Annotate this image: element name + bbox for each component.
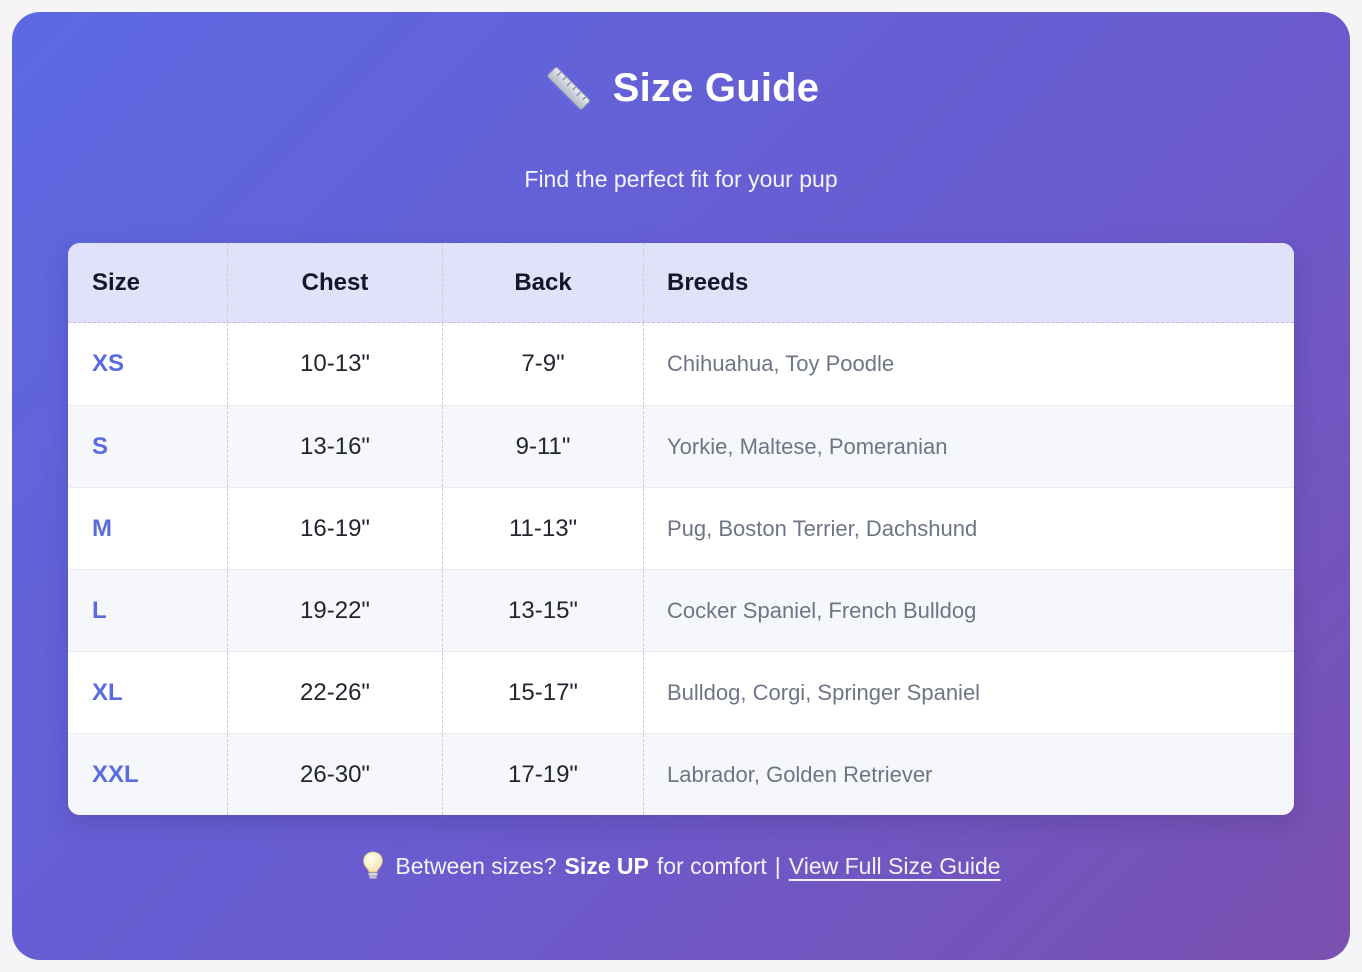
chest-value: 19-22" [300,596,370,624]
size-guide-card: Size Guide Find the perfect fit for your… [12,12,1350,960]
column-header-chest: Chest [227,243,442,322]
column-header-size: Size [92,268,141,296]
breeds-value: Labrador, Golden Retriever [667,761,933,787]
column-header-breeds: Breeds [643,243,1294,322]
title-row: Size Guide [12,62,1350,114]
lightbulb-icon [361,851,385,881]
table-row-xl: XL 22-26" 15-17" Bulldog, Corgi, Springe… [68,651,1294,733]
footer-note: Between sizes? Size UP for comfort | Vie… [12,851,1350,881]
chest-value: 13-16" [300,432,370,460]
footer-text-suffix: for comfort [656,852,767,879]
back-value: 13-15" [508,596,578,624]
table-row-xxl: XXL 26-30" 17-19" Labrador, Golden Retri… [68,733,1294,815]
breeds-value: Bulldog, Corgi, Springer Spaniel [667,679,981,705]
back-value: 11-13" [508,514,578,542]
table-row-m: M 16-19" 11-13" Pug, Boston Terrier, Dac… [68,487,1294,569]
breeds-value: Chihuahua, Toy Poodle [667,351,895,376]
size-value: XL [92,678,123,706]
size-value: XS [92,350,125,377]
size-value: XXL [92,760,139,788]
chest-value: 26-30" [300,760,370,788]
back-value: 7-9" [521,350,565,377]
footer-text-prefix: Between sizes? [395,852,557,879]
view-full-size-guide-link[interactable]: View Full Size Guide [788,852,1001,879]
chest-value: 10-13" [300,350,370,377]
table-row-l: L 19-22" 13-15" Cocker Spaniel, French B… [68,569,1294,651]
table-header-row: Size Chest Back Breeds [68,243,1294,323]
footer-separator: | [774,852,781,879]
subtitle: Find the perfect fit for your pup [524,166,838,192]
column-header-back: Back [442,243,643,322]
table-row-xs: XS 10-13" 7-9" Chihuahua, Toy Poodle [68,323,1294,405]
size-value: S [92,432,109,460]
footer-text-emphasis: Size UP [564,852,649,879]
back-value: 9-11" [515,432,571,460]
table-row-s: S 13-16" 9-11" Yorkie, Maltese, Pomerani… [68,405,1294,487]
ruler-icon [543,62,595,114]
breeds-value: Pug, Boston Terrier, Dachshund [667,515,978,541]
page-title: Size Guide [612,65,820,110]
back-value: 17-19" [508,760,578,788]
size-value: L [92,596,107,624]
chest-value: 22-26" [300,678,370,706]
back-value: 15-17" [508,678,578,706]
chest-value: 16-19" [300,514,370,542]
size-table: Size Chest Back Breeds XS 10-13" 7-9" Ch… [68,243,1294,815]
breeds-value: Yorkie, Maltese, Pomeranian [667,433,948,459]
breeds-value: Cocker Spaniel, French Bulldog [667,597,977,623]
size-value: M [92,514,112,542]
